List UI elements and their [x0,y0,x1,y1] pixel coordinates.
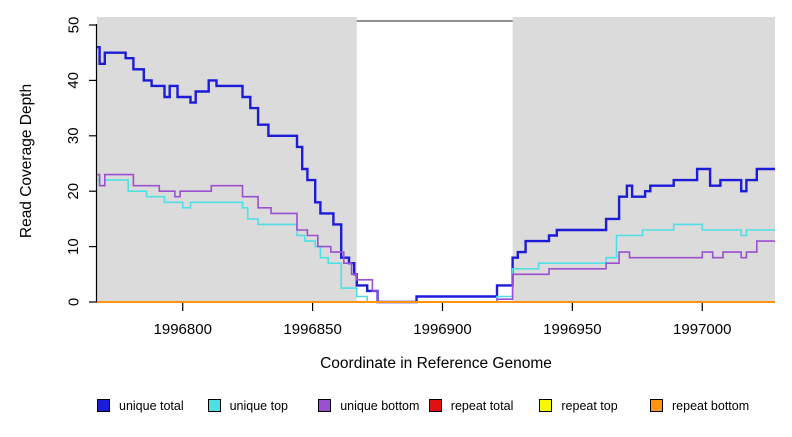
legend-label: repeat bottom [672,398,750,413]
legend-item-repeat-bottom: repeat bottom [650,398,750,413]
y-tick-label: 10 [65,238,82,255]
legend-item-unique-top: unique top [207,398,288,413]
x-axis-title: Coordinate in Reference Genome [320,355,552,372]
y-axis-title: Read Coverage Depth [18,83,35,239]
legend-swatch-unique-total [97,399,110,412]
legend-item-repeat-top: repeat top [539,398,618,413]
x-tick-label: 1996850 [283,321,341,338]
y-tick-label: 20 [65,183,82,200]
legend-swatch-unique-bottom [318,399,332,412]
x-tick-label: 1996800 [154,321,212,338]
x-tick-label: 1996950 [543,321,601,338]
legend-label: repeat top [561,398,618,413]
legend-label: unique total [119,398,184,413]
series-unique-top [97,179,775,303]
y-tick-label: 0 [65,298,82,306]
legend-swatch-repeat-top [539,399,553,412]
series-unique-total [97,46,775,304]
y-tick-label: 40 [65,72,82,89]
legend-item-repeat-total: repeat total [428,398,514,413]
legend-label: unique top [229,398,288,413]
shaded-region-1 [512,17,775,302]
legend-swatch-repeat-bottom [650,399,663,412]
x-tick-label: 1997000 [673,321,731,338]
legend-swatch-unique-top [207,399,221,412]
x-tick-label: 1996900 [413,321,471,338]
legend-label: repeat total [450,398,514,413]
series-unique-bottom [97,173,775,303]
shaded-region-0 [97,17,357,302]
legend-swatch-repeat-total [428,399,442,412]
y-tick-label: 30 [65,127,82,144]
legend-item-unique-bottom: unique bottom [318,398,420,413]
legend-item-unique-total: unique total [97,398,184,413]
legend-label: unique bottom [340,398,420,413]
y-tick-label: 50 [65,17,82,34]
